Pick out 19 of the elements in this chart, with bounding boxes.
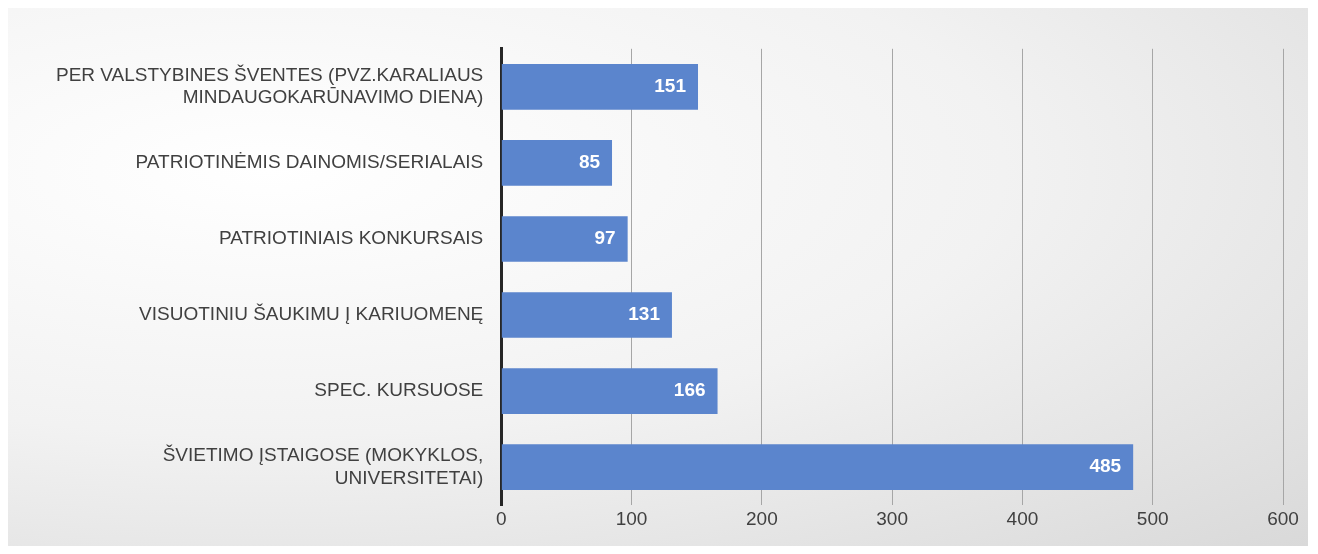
x-tick-label: 600 bbox=[1267, 507, 1299, 529]
y-tick-label: VISUOTINIU ŠAUKIMU Į KARIUOMENĘ bbox=[139, 303, 484, 325]
data-label: 151 bbox=[654, 75, 687, 97]
y-tick-label: SPEC. KURSUOSE bbox=[314, 379, 484, 401]
x-tick-label: 500 bbox=[1136, 507, 1169, 529]
data-label: 85 bbox=[578, 151, 601, 173]
y-tick-label: PATRIOTINIAIS KONKURSAIS bbox=[218, 227, 484, 249]
y-tick-label: ŠVIETIMO ĮSTAIGOSE (MOKYKLOS, UNIVERSITETAI) bbox=[162, 444, 484, 488]
data-label: 166 bbox=[673, 379, 706, 401]
y-tick-label: PATRIOTINĖMIS DAINOMIS/SERIALAIS bbox=[135, 151, 484, 173]
x-tick-label: 0 bbox=[495, 507, 507, 529]
x-tick-label: 200 bbox=[746, 507, 778, 529]
x-tick-label: 100 bbox=[615, 507, 648, 529]
data-label: 485 bbox=[1089, 455, 1122, 477]
data-label: 131 bbox=[628, 303, 661, 325]
data-label: 97 bbox=[594, 227, 616, 249]
y-tick-label: PER VALSTYBINES ŠVENTES (PVZ.KARALIAUS MINDAUGOKARŪNAVIMO DIENA) bbox=[56, 63, 484, 108]
x-tick-label: 400 bbox=[1006, 507, 1039, 529]
x-tick-label: 300 bbox=[876, 507, 908, 529]
